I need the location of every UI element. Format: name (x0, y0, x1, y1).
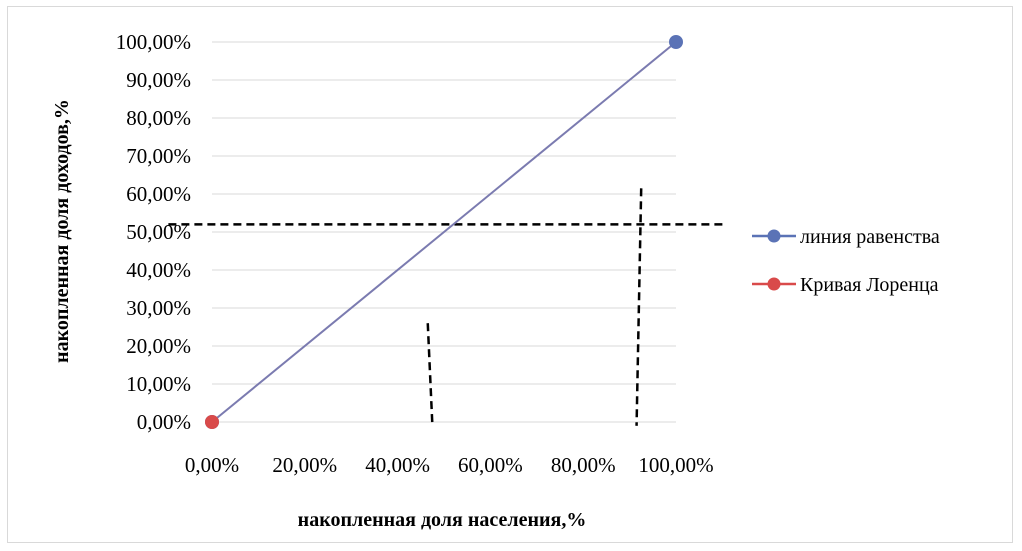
y-tick-label: 50,00% (126, 220, 191, 244)
legend: линия равенства Кривая Лоренца (752, 226, 940, 296)
legend-label: Кривая Лоренца (800, 274, 939, 296)
series (205, 35, 683, 429)
series-point-1 (205, 415, 219, 429)
series-point-0 (669, 35, 683, 49)
y-tick-label: 80,00% (126, 106, 191, 130)
x-tick-label: 100,00% (638, 453, 713, 477)
gridlines (212, 41, 676, 423)
dashed-annotation-line (635, 188, 643, 426)
chart-frame (7, 6, 1013, 543)
y-tick-label: 100,00% (116, 30, 191, 54)
dashed-annotation-line (426, 323, 434, 426)
y-tick-label: 90,00% (126, 68, 191, 92)
annotations (168, 188, 723, 426)
legend-label: линия равенства (800, 226, 940, 248)
y-tick-label: 20,00% (126, 334, 191, 358)
x-tick-label: 0,00% (185, 453, 239, 477)
legend-marker-1 (767, 277, 781, 291)
y-tick-label: 0,00% (137, 410, 191, 434)
x-axis-title: накопленная доля населения,% (298, 509, 587, 531)
y-tick-label: 30,00% (126, 296, 191, 320)
x-tick-labels: 0,00% 20,00% 40,00% 60,00% 80,00% 100,00% (185, 453, 714, 477)
legend-marker-0 (767, 229, 781, 243)
x-tick-label: 20,00% (272, 453, 337, 477)
x-tick-label: 80,00% (551, 453, 616, 477)
x-tick-label: 40,00% (365, 453, 430, 477)
y-tick-labels: 0,00% 10,00% 20,00% 30,00% 40,00% 50,00% 60,00… (116, 30, 191, 434)
y-tick-label: 40,00% (126, 258, 191, 282)
series-line-0 (211, 41, 677, 423)
y-axis-title: накопленная доля доходов,% (51, 99, 73, 363)
y-tick-label: 60,00% (126, 182, 191, 206)
x-tick-label: 60,00% (458, 453, 523, 477)
y-tick-label: 10,00% (126, 372, 191, 396)
y-tick-label: 70,00% (126, 144, 191, 168)
